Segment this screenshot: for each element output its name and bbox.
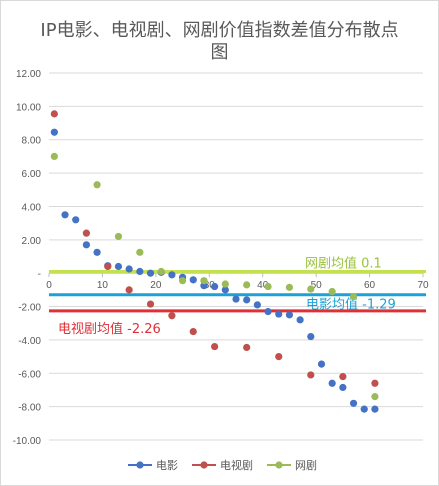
x-tick-label: 50 (311, 280, 323, 291)
x-tick-label: 40 (257, 280, 269, 291)
data-point (50, 128, 58, 136)
data-point (360, 405, 368, 413)
data-point (349, 399, 358, 407)
data-point (168, 312, 176, 320)
data-point (339, 383, 347, 392)
data-point (243, 296, 251, 304)
y-tick-label: - (38, 269, 41, 280)
data-point (296, 316, 304, 324)
data-point (211, 342, 219, 351)
x-tick-label: 60 (364, 280, 376, 291)
data-point (61, 211, 69, 219)
data-point (189, 327, 197, 336)
x-tick-label: 20 (150, 280, 162, 291)
y-tick-label: 12.00 (16, 69, 41, 80)
legend-marker (200, 461, 208, 469)
data-point (72, 216, 80, 224)
y-tick-label: -2.00 (18, 303, 41, 314)
data-point (253, 301, 261, 309)
data-point (200, 282, 208, 290)
data-point (243, 343, 251, 352)
data-point (243, 281, 251, 289)
legend-label: 网剧 (295, 459, 317, 472)
x-tick-label: 0 (46, 280, 52, 291)
data-point (200, 277, 208, 285)
data-point (307, 371, 315, 379)
data-point (178, 277, 187, 285)
data-point (371, 393, 379, 401)
y-tick-label: 10.00 (16, 102, 41, 113)
data-point (125, 265, 133, 273)
chart-title-line-2: 图 (210, 42, 229, 63)
data-point (82, 241, 90, 249)
data-point (125, 286, 133, 294)
y-tick-label: 6.00 (22, 169, 42, 180)
reference-line-label: 电视剧均值 -2.26 (58, 321, 161, 337)
y-tick-label: 8.00 (22, 136, 42, 147)
data-point (339, 373, 347, 381)
data-point (211, 282, 219, 291)
reference-line-label: 网剧均值 0.1 (305, 256, 382, 272)
y-tick-label: 4.00 (22, 202, 42, 213)
legend-marker (136, 461, 144, 469)
data-point (157, 267, 165, 276)
chart-title: IP电影、电视剧、网剧价值指数差值分布散点 图 (0, 20, 439, 64)
data-point (221, 286, 229, 294)
data-point (82, 229, 90, 237)
data-point (146, 269, 155, 277)
data-point (114, 232, 123, 241)
data-point (93, 181, 101, 189)
data-point (136, 267, 144, 276)
y-tick-label: -4.00 (18, 336, 41, 347)
data-point (275, 352, 283, 361)
data-point (275, 310, 283, 318)
y-tick-label: 2.00 (22, 236, 42, 247)
data-point (264, 307, 272, 316)
data-point (50, 152, 58, 161)
data-point (285, 311, 294, 319)
data-point (104, 262, 112, 271)
y-tick-label: -6.00 (18, 369, 41, 380)
data-point (317, 360, 326, 368)
data-point (371, 405, 379, 413)
data-point (371, 379, 379, 387)
data-point (307, 285, 315, 293)
data-point (168, 271, 176, 279)
data-point (136, 248, 144, 256)
data-point (328, 379, 336, 387)
legend-label: 电视剧 (220, 458, 253, 472)
data-point (349, 292, 358, 301)
data-point (93, 248, 101, 256)
data-point (264, 282, 272, 291)
data-point (50, 110, 58, 118)
data-point (146, 300, 155, 308)
data-point (328, 287, 336, 296)
x-tick-label: 70 (417, 280, 429, 291)
reference-line-label: 电影均值 -1.29 (306, 297, 396, 313)
data-point (114, 262, 123, 271)
legend-marker (275, 461, 283, 469)
data-point (189, 276, 197, 284)
x-tick-label: 30 (204, 280, 216, 291)
data-point (307, 332, 315, 341)
chart-title-line-1: IP电影、电视剧、网剧价值指数差值分布散点 (40, 20, 399, 41)
data-point (285, 283, 294, 291)
y-tick-label: -8.00 (18, 403, 41, 414)
data-point (232, 295, 240, 303)
y-tick-label: -10.00 (13, 436, 42, 447)
x-tick-label: 10 (97, 280, 109, 291)
data-point (221, 280, 229, 288)
legend-label: 电影 (156, 459, 178, 472)
